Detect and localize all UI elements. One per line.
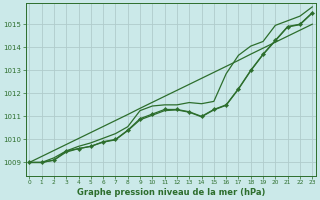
X-axis label: Graphe pression niveau de la mer (hPa): Graphe pression niveau de la mer (hPa): [76, 188, 265, 197]
